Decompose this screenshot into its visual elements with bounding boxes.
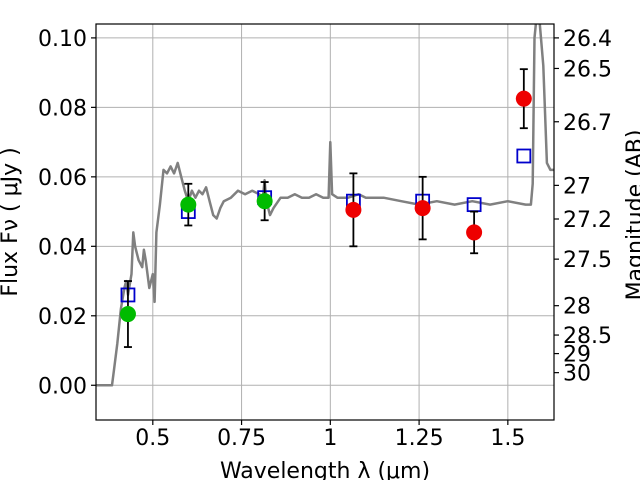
x-axis-label: Wavelength λ (μm) [220,459,430,480]
observed-point [414,200,431,217]
mag-tick-label: 28.5 [563,324,612,349]
x-tick-label: 1.5 [490,426,525,451]
y-tick-label: 0.10 [38,27,87,52]
y-axis-ticks: 0.00 0.02 0.04 0.06 0.08 0.10 [38,27,96,399]
mag-tick-label: 29 [563,343,591,368]
right-axis-label: Magnitude (AB) [623,130,640,301]
mag-tick-label: 27.5 [563,248,612,273]
observed-point [515,90,532,107]
mag-tick-label: 26.4 [563,27,612,52]
mag-tick-label: 26.5 [563,57,612,82]
x-tick-label: 0.5 [135,426,170,451]
model-photometry-square [466,197,482,213]
y-tick-label: 0.06 [38,166,87,191]
observed-point [256,193,273,210]
observed-point [119,306,136,323]
y-tick-label: 0.08 [38,96,87,121]
observed-point [466,224,483,241]
mag-tick-label: 30 [563,362,591,387]
x-tick-label: 1 [323,426,337,451]
mag-tick-label: 26.7 [563,111,612,136]
model-spectrum [96,24,554,387]
model-photometry-points [120,148,532,303]
observed-point [180,196,197,213]
observed-point [345,201,362,218]
grid-lines [96,24,554,420]
y-tick-label: 0.02 [38,305,87,330]
x-tick-label: 0.75 [217,426,266,451]
mag-tick-label: 28 [563,295,591,320]
model-photometry-square [516,148,532,164]
x-axis-ticks: 0.5 0.75 1 1.25 1.5 [135,420,525,451]
y-tick-label: 0.00 [38,374,87,399]
spectrum-line [96,24,554,387]
observed-photometry-points [119,68,532,348]
plot-frame [95,23,555,421]
y-axis-label: Flux Fν ( μJy ) [0,147,23,296]
mag-tick-label: 27.2 [563,208,612,233]
mag-tick-label: 27 [563,174,591,199]
x-tick-label: 1.25 [395,426,444,451]
y-tick-label: 0.04 [38,235,87,260]
